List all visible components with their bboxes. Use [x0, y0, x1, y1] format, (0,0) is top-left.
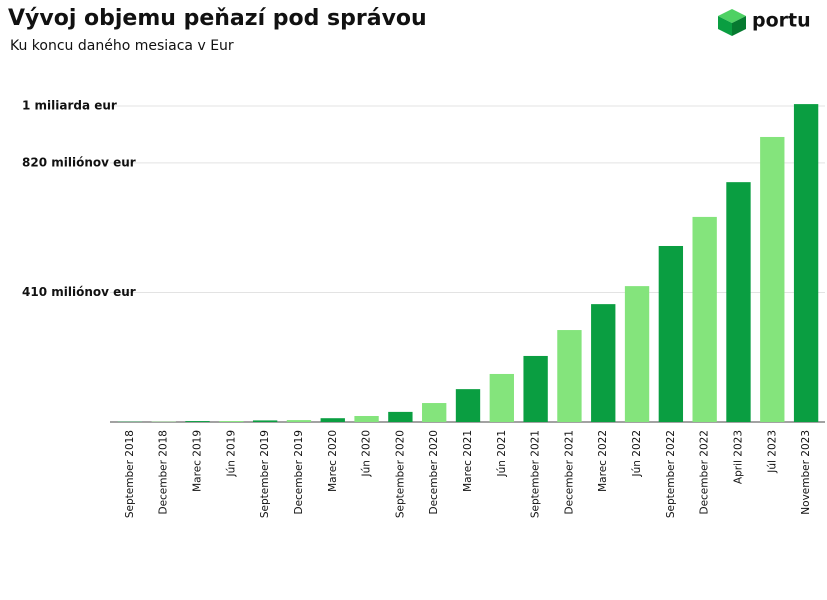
x-tick-label: September 2022 [665, 430, 677, 518]
chart-title: Vývoj objemu peňazí pod správou [8, 6, 427, 31]
x-tick-label: December 2018 [158, 430, 170, 515]
bar [185, 421, 210, 422]
x-tick-label: Jún 2020 [361, 430, 373, 477]
x-tick-label: September 2020 [394, 430, 406, 518]
x-tick-label: Júl 2023 [766, 430, 778, 474]
bar [252, 420, 278, 422]
x-tick-label: Jún 2021 [496, 430, 508, 477]
bar [523, 355, 548, 422]
bar [489, 373, 514, 422]
x-tick-label: April 2023 [732, 430, 744, 484]
y-tick-label: 820 miliónov eur [22, 155, 136, 169]
logo: portu [718, 9, 811, 36]
x-tick-label: Jún 2019 [225, 430, 237, 477]
y-tick-label: 410 miliónov eur [22, 285, 136, 299]
bar [692, 216, 717, 422]
bar [455, 389, 481, 422]
brand: portu [752, 10, 811, 32]
x-tick-label: December 2022 [699, 430, 711, 515]
bar [557, 330, 582, 422]
bar [422, 403, 447, 422]
chart-subtitle: Ku koncu daného mesiaca v Eur [10, 38, 234, 54]
x-tick-label: December 2020 [428, 430, 440, 515]
y-tick-label: 1 miliarda eur [22, 99, 117, 113]
x-tick-label: December 2019 [293, 430, 305, 515]
x-tick-label: September 2019 [259, 430, 271, 518]
bar [726, 182, 751, 422]
x-tick-label: Marec 2021 [462, 430, 474, 492]
bar [760, 136, 785, 422]
bar [286, 420, 312, 422]
x-tick-label: September 2018 [124, 430, 136, 518]
bar [624, 286, 650, 422]
x-tick-label: December 2021 [563, 430, 575, 515]
x-tick-label: November 2023 [800, 430, 812, 515]
bar [591, 304, 616, 422]
x-tick-label: September 2021 [530, 430, 542, 518]
x-tick-label: Marec 2020 [327, 430, 339, 492]
x-tick-label: Marec 2022 [597, 430, 609, 492]
x-tick-label: Jún 2022 [631, 430, 643, 477]
bar [658, 245, 684, 422]
bar [388, 411, 413, 422]
bar [354, 415, 379, 422]
bar [320, 418, 345, 422]
x-tick-label: Marec 2019 [192, 430, 204, 492]
bar [219, 421, 244, 422]
bar [793, 104, 819, 422]
